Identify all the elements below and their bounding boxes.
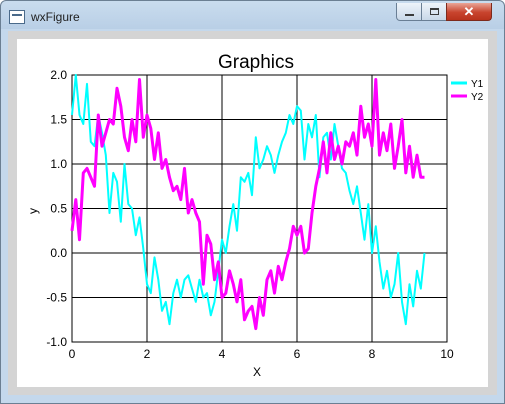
app-window-icon[interactable] [9,10,25,24]
legend-label-y1: Y1 [471,79,484,90]
series-line-y1 [71,74,426,326]
x-axis-label: X [253,365,261,379]
y-tick-label: 1.5 [50,113,67,127]
y-tick-label: 0.0 [50,246,67,260]
chart-title: Graphics [218,52,294,73]
client-area: Graphics 0 2 4 6 8 10 2.0 1.5 1.0 0.5 0.0 -0.5 -1.0… [8,31,497,395]
x-tick-label: 6 [294,347,301,361]
y-tick-label: -0.5 [46,291,67,305]
x-tick-label: 2 [144,347,151,361]
minimize-icon [404,13,414,16]
x-tick-labels: 0 2 4 6 8 10 [69,347,454,361]
figure-canvas: Graphics 0 2 4 6 8 10 2.0 1.5 1.0 0.5 0.0 -0.5 -1.0… [17,39,488,387]
close-button[interactable]: ✕ [446,3,492,21]
y-tick-label: 2.0 [50,68,67,82]
maximize-button[interactable] [421,3,447,21]
x-tick-label: 0 [69,347,76,361]
series-line-y2 [70,78,425,331]
x-tick-label: 4 [219,347,226,361]
close-icon: ✕ [463,3,475,19]
y-tick-labels: 2.0 1.5 1.0 0.5 0.0 -0.5 -1.0 [46,68,67,349]
y-tick-label: 0.5 [50,202,67,216]
window-title: wxFigure [31,10,80,24]
y-axis-label: y [26,208,40,214]
x-tick-label: 10 [440,347,454,361]
maximize-icon [429,8,439,15]
legend-label-y2: Y2 [471,92,484,103]
minimize-button[interactable] [396,3,422,21]
x-tick-label: 8 [369,347,376,361]
title-bar[interactable]: wxFigure ✕ [1,1,504,31]
y-tick-label: 1.0 [50,157,67,171]
line-chart: Graphics 0 2 4 6 8 10 2.0 1.5 1.0 0.5 0.0 -0.5 -1.0… [26,52,484,379]
y-tick-label: -1.0 [46,335,67,349]
series-layer [70,74,426,331]
